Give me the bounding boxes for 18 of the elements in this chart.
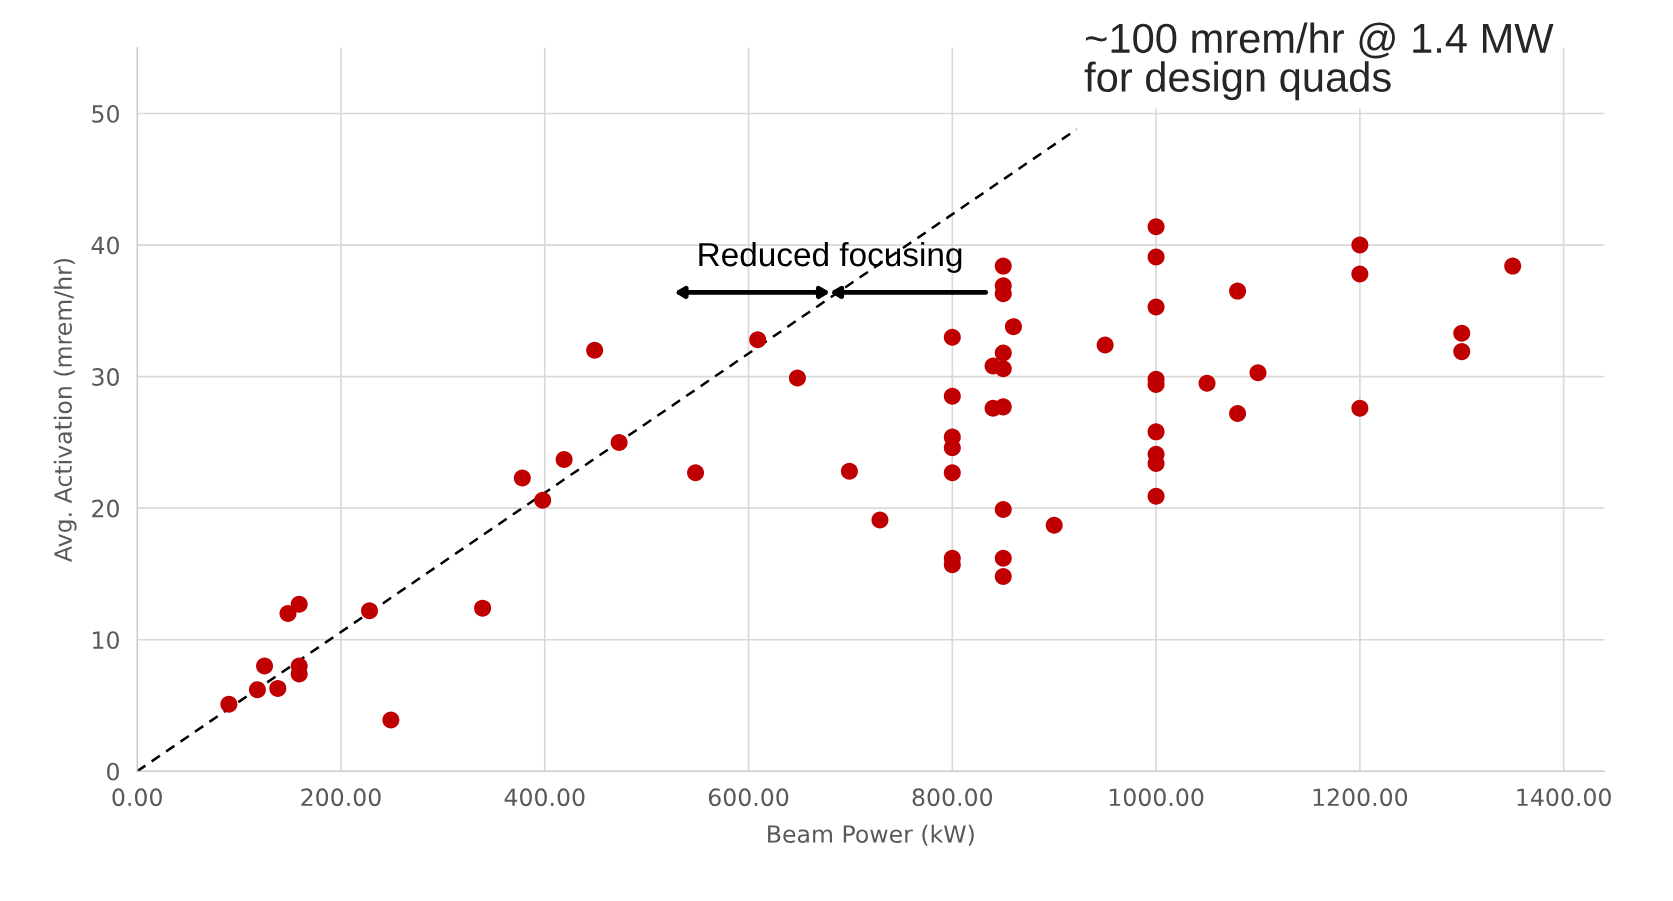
x-tick-label: 1200.00 (1313, 788, 1408, 807)
y-tick-label: 10 (93, 631, 119, 650)
x-axis-title: Beam Power (kW) (768, 824, 974, 846)
x-tick-label: 600.00 (708, 788, 789, 807)
x-tick-label: 1400.00 (1517, 788, 1611, 807)
x-tick-label: 0.00 (112, 788, 162, 807)
y-axis-title: Avg. Activation (mrem/hr) (53, 258, 77, 562)
x-tick-label: 1000.00 (1109, 788, 1204, 807)
y-tick-label: 30 (92, 368, 119, 386)
y-tick-label: 50 (92, 104, 119, 123)
annotation: ~100 mrem/hr @ 1.4 MW for design quads (1084, 22, 1554, 101)
x-tick-label: 800.00 (912, 788, 993, 807)
annotation: Reduced focusing (699, 241, 962, 273)
x-tick-label: 400.00 (504, 788, 585, 807)
x-tick-label: 200.00 (301, 788, 381, 807)
y-tick-label: 0 (107, 762, 119, 781)
y-tick-label: 20 (92, 499, 119, 518)
y-tick-label: 40 (91, 236, 119, 255)
